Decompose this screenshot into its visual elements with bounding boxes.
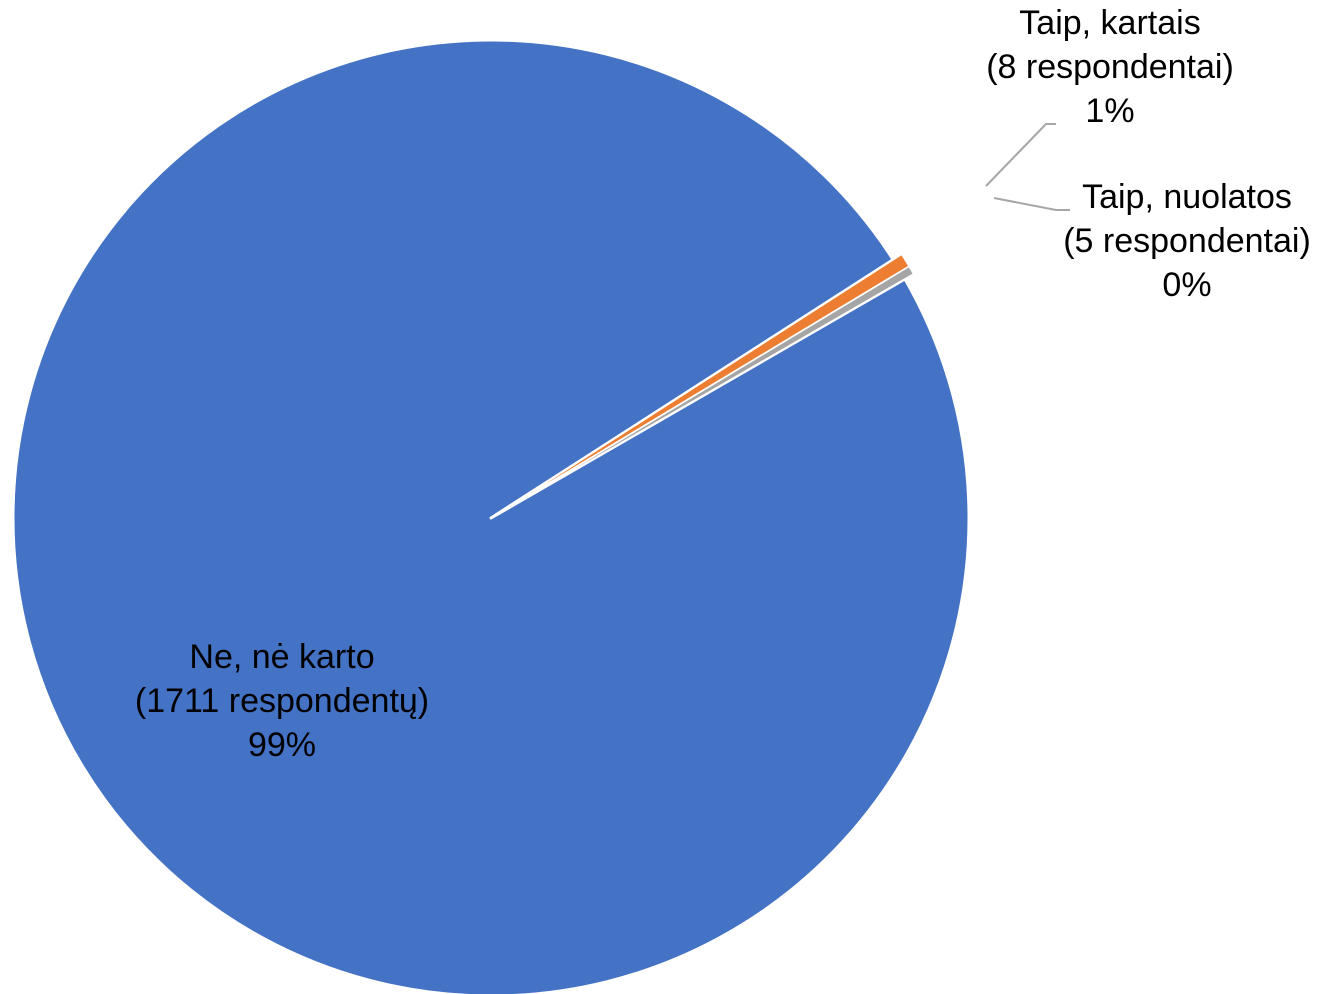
leader-line-taip-kartais — [985, 123, 1056, 187]
label-taip-nuolatos-line2: (5 respondentai) — [1063, 222, 1311, 260]
label-ne-ne-karto-line1: Ne, nė karto — [189, 638, 374, 676]
exploded-slices — [498, 253, 915, 514]
label-taip-kartais-percent: 1% — [1085, 92, 1134, 130]
leader-lines — [985, 123, 1070, 211]
label-ne-ne-karto-line2: (1711 respondentų) — [135, 682, 429, 720]
pie-slice-0 — [11, 38, 971, 994]
label-taip-kartais-line2: (8 respondentai) — [986, 48, 1234, 86]
pie-slice-2 — [498, 265, 915, 514]
label-taip-nuolatos-percent: 0% — [1162, 266, 1211, 304]
label-taip-nuolatos-line1: Taip, nuolatos — [1082, 178, 1292, 216]
label-taip-kartais-line1: Taip, kartais — [1019, 4, 1200, 42]
label-taip-nuolatos: Taip, nuolatos (5 respondentai) 0% — [1063, 178, 1311, 304]
label-taip-kartais: Taip, kartais (8 respondentai) 1% — [986, 4, 1234, 130]
leader-line-taip-nuolatos — [993, 197, 1070, 211]
label-ne-ne-karto: Ne, nė karto (1711 respondentų) 99% — [135, 638, 429, 764]
label-ne-ne-karto-percent: 99% — [248, 726, 316, 764]
pie-slices — [11, 38, 971, 994]
